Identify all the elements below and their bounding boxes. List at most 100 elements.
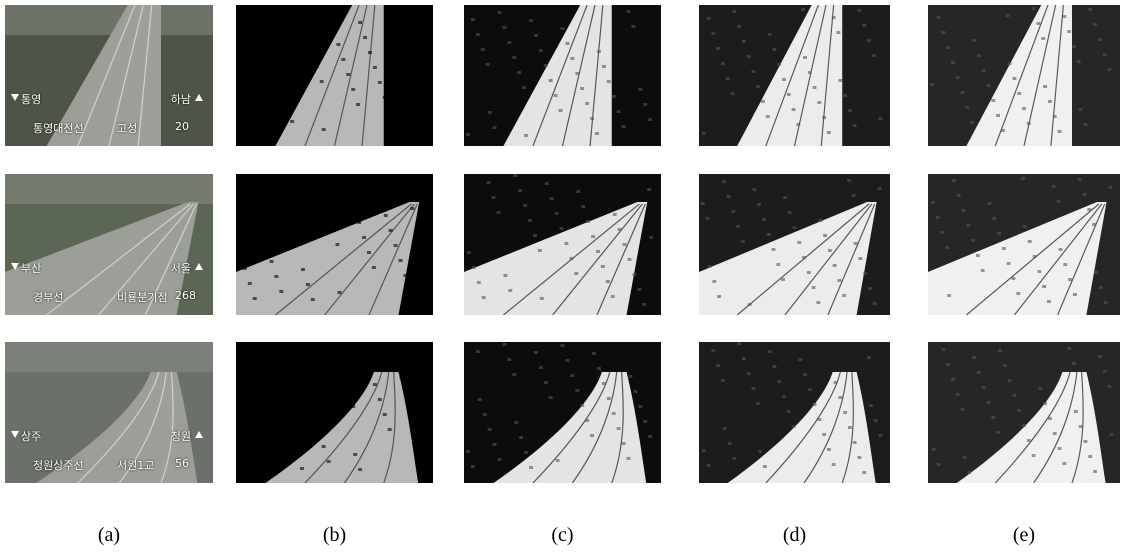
noise [559,109,563,112]
noise [816,301,820,304]
noise [1058,130,1062,133]
noise [1084,123,1088,126]
noise [817,101,821,104]
noise [752,70,756,73]
noise [1103,53,1107,56]
noise [721,379,725,382]
noise [384,214,388,217]
noise [336,360,340,363]
overlay-text: 하남 [171,91,191,107]
noise [1016,292,1020,295]
noise [409,89,413,92]
noise [643,103,647,106]
noise [492,196,496,199]
noise [879,434,883,437]
noise [742,40,746,43]
overlay-text: 청원상주선 [33,457,84,473]
camera-image [928,5,1120,146]
noise [982,386,986,389]
noise [612,412,616,415]
noise [471,465,475,468]
noise [1068,278,1072,281]
noise [1073,293,1077,296]
noise [726,77,730,80]
noise [612,95,616,98]
noise [341,375,345,378]
noise [711,349,715,352]
noise [539,49,543,52]
noise [602,65,606,68]
noise [497,211,501,214]
image-drawing [236,5,433,146]
noise [601,265,605,268]
noise [258,182,262,185]
image-drawing [928,342,1120,483]
noise [295,5,299,8]
arrow-up [195,263,203,270]
noise [244,384,248,387]
noise [711,32,715,35]
noise [414,104,418,107]
noise [1058,447,1062,450]
noise [289,190,293,193]
noise [828,249,832,252]
noise [956,393,960,396]
noise [237,451,241,454]
noise [374,184,378,187]
overlay-text: 경부선 [33,289,63,305]
noise [708,265,712,268]
image-drawing [928,5,1120,146]
noise [379,199,383,202]
image-drawing [236,174,433,315]
noise [996,114,1000,117]
noise [756,85,760,88]
noise [617,110,621,113]
noise [945,246,949,249]
noise [322,128,326,131]
noise [327,460,331,463]
noise [854,242,858,245]
noise [808,388,812,391]
noise [300,467,304,470]
noise [946,46,950,49]
overlay-text: 고성 [117,120,137,136]
noise [358,21,362,24]
noise [327,13,331,16]
overlay-text: 청원 [171,428,191,444]
noise [1008,62,1012,65]
noise [1078,178,1082,181]
noise [410,207,414,210]
noise [534,34,538,37]
noise [748,303,752,306]
noise [420,237,424,240]
noise [239,369,243,372]
noise [930,83,934,86]
noise [590,434,594,437]
noise [941,31,945,34]
noise [342,176,346,179]
noise [1036,22,1040,25]
noise [937,463,941,466]
noise [332,28,336,31]
noise [732,10,736,13]
noise [607,397,611,400]
noise [932,448,936,451]
noise [315,65,319,68]
noise [643,420,647,423]
arrow-down [11,431,19,438]
noise [550,197,554,200]
noise [731,210,735,213]
noise [1028,240,1032,243]
noise [414,421,418,424]
noise [848,109,852,112]
noise [813,403,817,406]
noise [390,346,394,349]
noise [326,213,330,216]
noise [363,36,367,39]
noise [936,216,940,219]
noise [822,433,826,436]
noise [306,283,310,286]
noise [388,111,392,114]
noise [591,235,595,238]
noise [322,445,326,448]
